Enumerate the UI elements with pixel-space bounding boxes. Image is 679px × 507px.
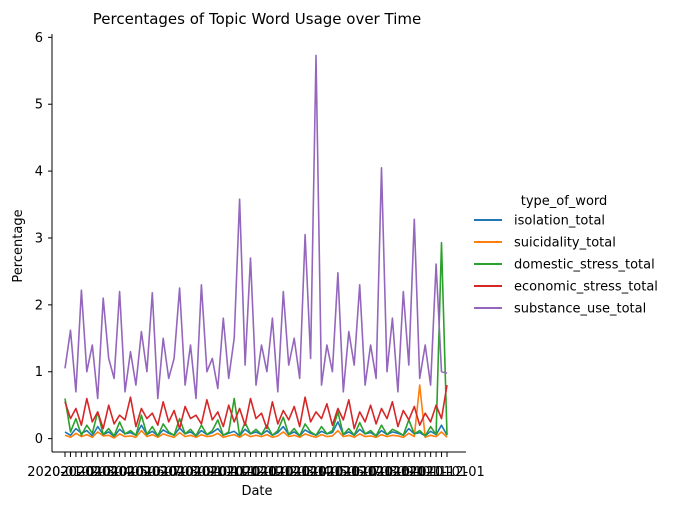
- y-tick-label: 2: [35, 298, 43, 313]
- x-tick-label: 2020-01-01: [27, 465, 103, 480]
- y-tick-label: 5: [35, 98, 43, 113]
- series-line-economic_stress_total: [64, 384, 448, 430]
- x-tick-label: 2021-07-01: [326, 465, 402, 480]
- x-tick-label: 2020-03-01: [60, 465, 136, 480]
- x-tick-label: 2020-12-01: [210, 465, 286, 480]
- y-axis-ticks: 0 1 2 3 4 5 6: [35, 31, 52, 447]
- legend-label-economic_stress_total: economic_stress_total: [514, 280, 658, 295]
- y-tick-label: 3: [35, 231, 43, 246]
- x-tick-label: 2021-05-01: [293, 465, 369, 480]
- x-tick-label: 2021-08-01: [343, 465, 419, 480]
- chart-title: Percentages of Topic Word Usage over Tim…: [93, 10, 421, 28]
- x-tick-label: 2021-09-01: [359, 465, 435, 480]
- series-line-suicidality_total: [64, 384, 448, 439]
- series-line-isolation_total: [64, 421, 448, 438]
- x-tick-label: 2021-12-01: [409, 465, 485, 480]
- x-tick-label: 2020-05-01: [94, 465, 170, 480]
- legend-label-domestic_stress_total: domestic_stress_total: [514, 258, 655, 273]
- y-axis-label: Percentage: [11, 209, 26, 282]
- x-tick-label: 2021-01-01: [227, 465, 303, 480]
- legend-label-substance_use_total: substance_use_total: [514, 302, 646, 317]
- x-tick-label: 2020-06-01: [110, 465, 186, 480]
- x-tick-label: 2021-03-01: [260, 465, 336, 480]
- x-axis-ticks: 2020-01-012020-02-012020-03-012020-04-01…: [27, 452, 485, 480]
- legend-label-isolation_total: isolation_total: [514, 214, 605, 229]
- legend: type_of_word isolation_total suicidality_…: [474, 194, 658, 317]
- x-tick-label: 2020-11-01: [193, 465, 269, 480]
- series-line-substance_use_total: [64, 54, 448, 400]
- x-tick-label: 2021-10-01: [376, 465, 452, 480]
- x-tick-label: 2020-04-01: [77, 465, 153, 480]
- legend-title: type_of_word: [521, 194, 608, 209]
- y-tick-label: 6: [35, 31, 43, 46]
- x-tick-label: 2020-10-01: [177, 465, 253, 480]
- x-tick-label: 2021-11-01: [393, 465, 469, 480]
- y-tick-label: 4: [35, 165, 43, 180]
- x-tick-label: 2020-09-01: [160, 465, 236, 480]
- x-tick-label: 2021-04-01: [276, 465, 352, 480]
- axes: [51, 34, 466, 453]
- x-tick-label: 2020-07-01: [127, 465, 203, 480]
- series-lines: [64, 54, 448, 439]
- series-line-domestic_stress_total: [64, 241, 448, 437]
- legend-label-suicidality_total: suicidality_total: [514, 236, 616, 251]
- x-tick-label: 2020-08-01: [143, 465, 219, 480]
- x-tick-label: 2021-06-01: [310, 465, 386, 480]
- y-tick-label: 1: [35, 365, 43, 380]
- x-axis-label: Date: [241, 484, 272, 499]
- x-tick-label: 2021-02-01: [243, 465, 319, 480]
- x-tick-label: 2020-02-01: [44, 465, 120, 480]
- y-tick-label: 0: [35, 432, 43, 447]
